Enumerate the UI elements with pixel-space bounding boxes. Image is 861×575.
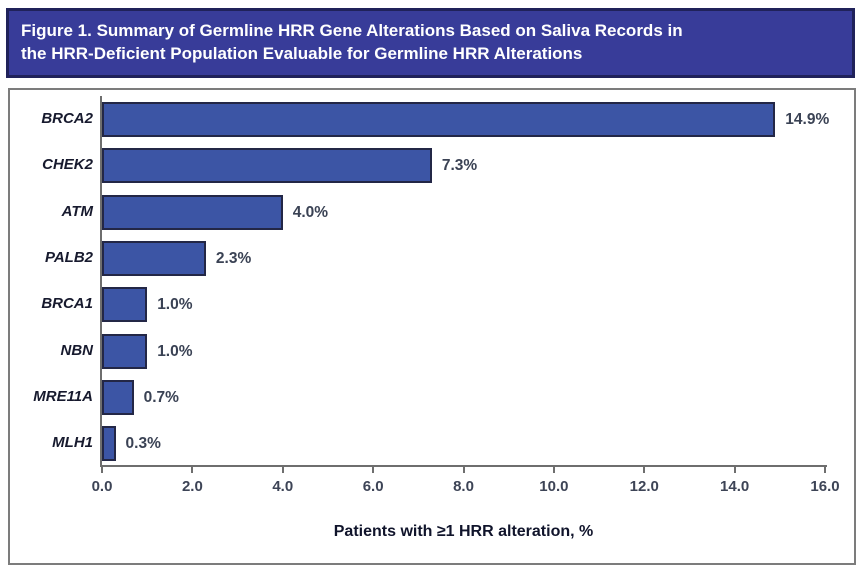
x-axis-tick-label: 12.0 [629,478,659,495]
value-label: 0.7% [143,388,179,406]
value-label: 0.3% [125,435,161,453]
bar [102,287,148,323]
value-label: 1.0% [157,342,193,360]
gene-label: NBN [60,341,94,359]
bar [102,426,116,462]
value-label: 2.3% [215,249,252,267]
x-axis-tick [824,465,826,473]
x-axis-tick [101,465,103,473]
x-axis-tick-label: 8.0 [453,478,474,495]
bar [102,148,432,184]
gene-label: PALB2 [44,248,93,266]
gene-label: BRCA2 [41,110,93,127]
x-axis-tick-label: 16.0 [810,478,840,495]
x-axis-tick [643,465,646,473]
x-axis-tick [462,465,465,473]
chart-panel: 0.0 2.0 4.0 6.0 8.0 10.0 12.0 14.0 16.0 BRCA2 14.9… [8,88,856,565]
x-axis-tick-label: 4.0 [272,478,294,495]
bar [102,240,206,276]
gene-label: CHEK2 [42,156,93,174]
bar [102,194,283,230]
bar [102,379,134,415]
x-axis-tick-label: 10.0 [539,478,569,495]
value-label: 14.9% [785,111,830,128]
gene-label: BRCA1 [41,295,93,313]
bar [102,102,776,137]
value-label: 4.0% [292,203,329,221]
plot-area: 0.0 2.0 4.0 6.0 8.0 10.0 12.0 14.0 16.0 BRCA2 14.9… [10,90,854,563]
figure-title-line2: the HRR-Deficient Population Evaluable f… [21,44,583,63]
figure-title-line1: Figure 1. Summary of Germline HRR Gene A… [21,21,683,40]
bar [102,333,148,369]
x-axis-tick [281,465,284,473]
x-axis-tick [191,465,194,473]
x-axis-tick-label: 0.0 [91,478,113,495]
gene-label: ATM [61,202,93,220]
x-axis-title: Patients with ≥1 HRR alteration, % [333,523,594,540]
x-axis-tick-label: 6.0 [362,478,384,495]
value-label: 1.0% [157,296,193,314]
x-axis-tick [733,465,736,473]
figure-title-banner: Figure 1. Summary of Germline HRR Gene A… [6,8,855,78]
y-axis [100,96,102,465]
value-label: 7.3% [441,157,478,175]
x-axis-tick [552,465,555,473]
gene-label: MLH1 [52,434,93,452]
x-axis-tick-label: 14.0 [720,478,750,495]
x-axis-tick [372,465,375,473]
gene-label: MRE11A [33,387,93,405]
x-axis-tick-label: 2.0 [181,478,203,495]
